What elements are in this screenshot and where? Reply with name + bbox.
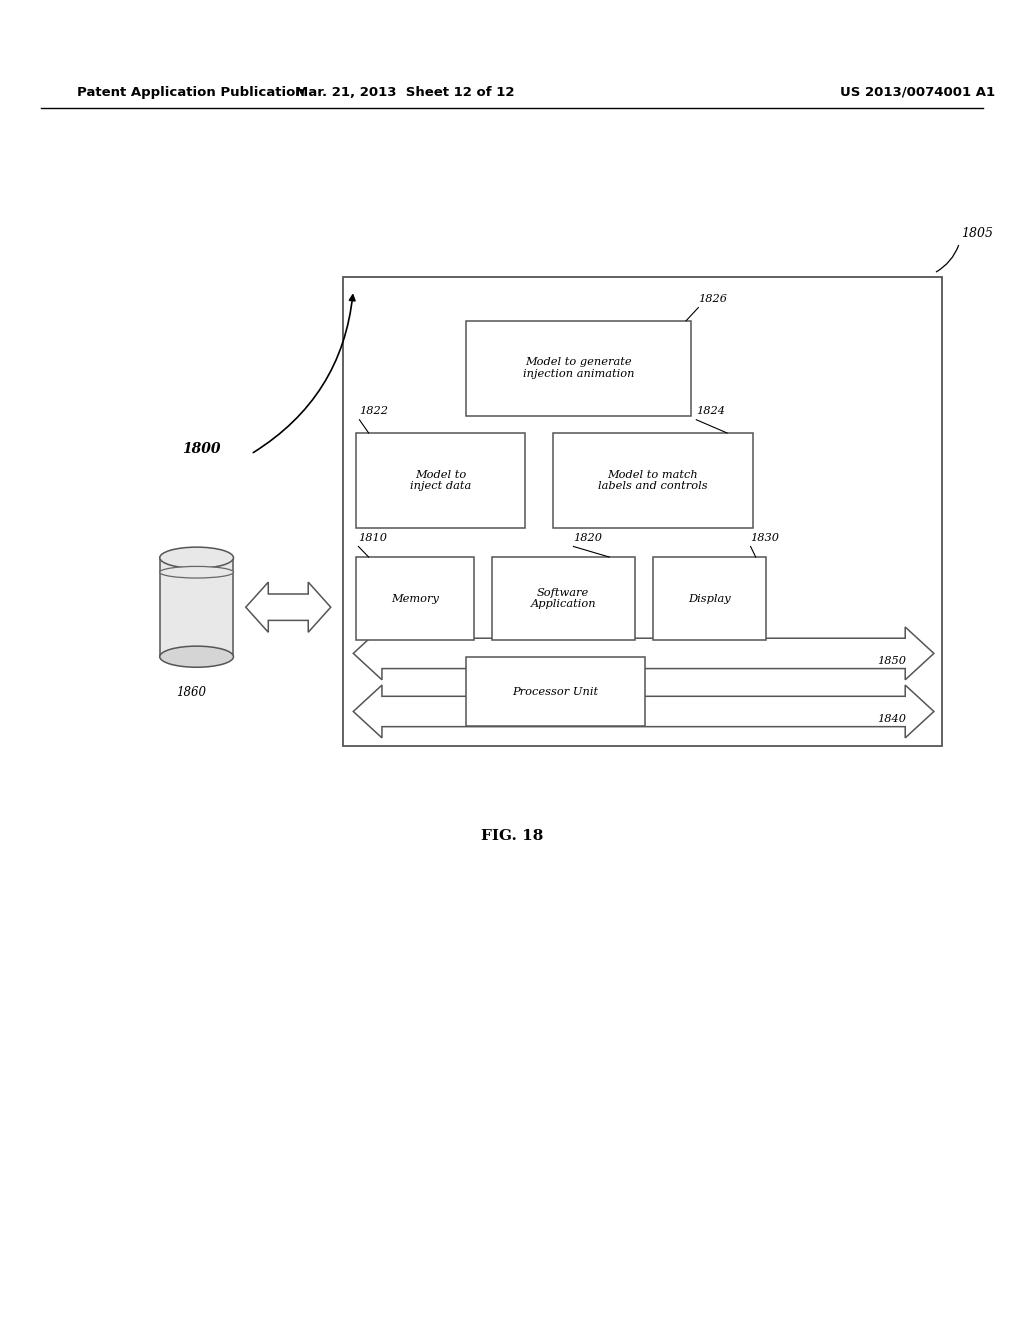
Bar [160,557,233,656]
Polygon shape [246,582,331,632]
Bar [553,433,753,528]
Text: 1826: 1826 [698,293,727,304]
Bar [492,557,635,640]
Bar [356,433,525,528]
Polygon shape [353,627,934,680]
Text: 1820: 1820 [573,532,602,543]
Text: 1850: 1850 [878,656,906,667]
Text: 1840: 1840 [878,714,906,725]
Bar [466,657,645,726]
Ellipse shape [160,645,233,667]
Bar [343,277,942,746]
Text: Processor Unit: Processor Unit [512,686,599,697]
Text: Model to generate
injection animation: Model to generate injection animation [523,358,634,379]
Text: 1830: 1830 [751,532,779,543]
Bar [466,321,691,416]
Text: Display: Display [688,594,731,603]
Bar [653,557,766,640]
Text: 1810: 1810 [358,532,387,543]
Text: 1805: 1805 [962,227,993,240]
Text: 1822: 1822 [359,405,388,416]
Bar [356,557,474,640]
Ellipse shape [160,546,233,568]
Text: Model to
inject data: Model to inject data [411,470,471,491]
Ellipse shape [160,566,233,578]
Text: Memory: Memory [391,594,439,603]
Text: 1860: 1860 [176,685,207,698]
Polygon shape [353,685,934,738]
Text: US 2013/0074001 A1: US 2013/0074001 A1 [840,86,994,99]
Text: FIG. 18: FIG. 18 [481,829,543,842]
Text: Model to match
labels and controls: Model to match labels and controls [598,470,708,491]
Text: Mar. 21, 2013  Sheet 12 of 12: Mar. 21, 2013 Sheet 12 of 12 [295,86,514,99]
Text: Software
Application: Software Application [530,587,596,610]
Text: 1824: 1824 [696,405,725,416]
Text: Patent Application Publication: Patent Application Publication [77,86,304,99]
Text: 1800: 1800 [182,442,221,455]
